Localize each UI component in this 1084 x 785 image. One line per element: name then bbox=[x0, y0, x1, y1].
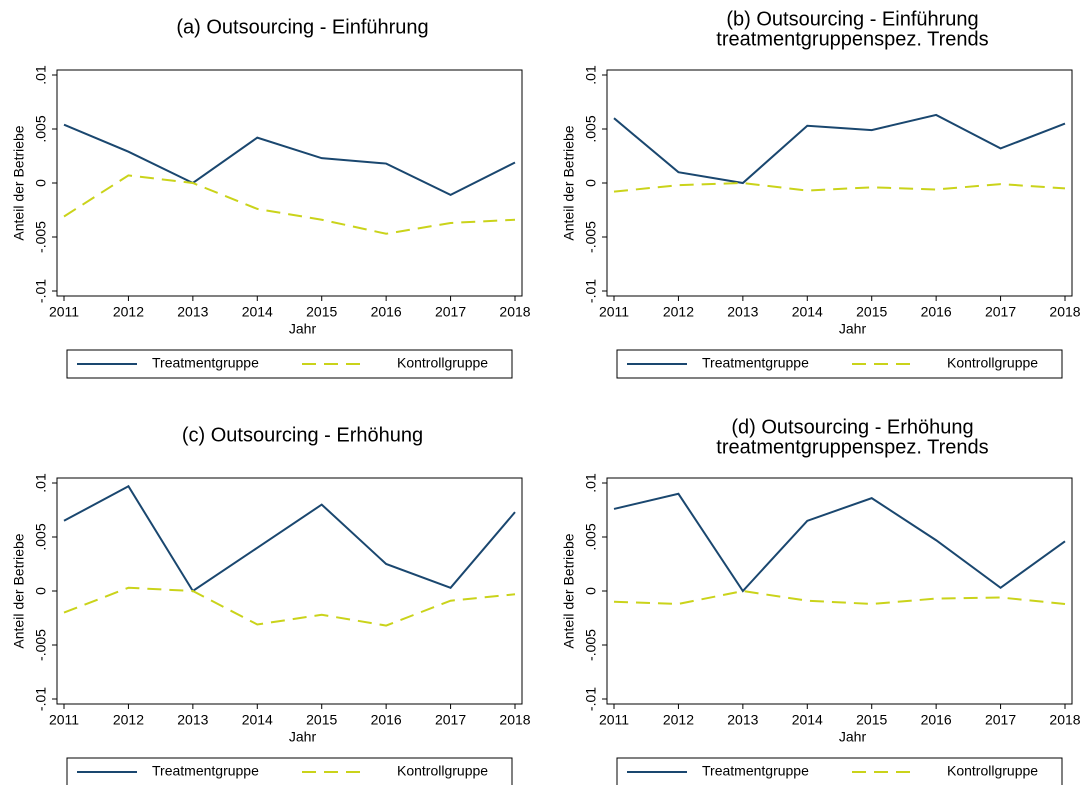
y-tick-label: -.01 bbox=[583, 279, 599, 303]
legend-label: Kontrollgruppe bbox=[397, 763, 488, 779]
x-axis-label: Jahr bbox=[289, 321, 317, 337]
x-tick-label: 2015 bbox=[856, 712, 887, 728]
y-tick-label: .01 bbox=[583, 473, 599, 493]
panel: (c) Outsourcing - Erhöhung -.01 -.005 0 .005… bbox=[11, 424, 531, 785]
y-tick-label: -.01 bbox=[583, 687, 599, 711]
x-tick-label: 2016 bbox=[371, 304, 402, 320]
x-tick-label: 2013 bbox=[727, 712, 758, 728]
panel: (d) Outsourcing - Erhöhungtreatmentgrupp… bbox=[561, 416, 1081, 785]
y-tick-label: 0 bbox=[33, 587, 49, 595]
y-tick-label: .005 bbox=[33, 523, 49, 550]
legend-label: Treatmentgruppe bbox=[702, 355, 809, 371]
x-tick-label: 2017 bbox=[435, 304, 466, 320]
x-tick-label: 2014 bbox=[242, 304, 273, 320]
x-tick-label: 2015 bbox=[306, 304, 337, 320]
series-line bbox=[613, 181, 1066, 193]
x-tick-label: 2013 bbox=[177, 304, 208, 320]
x-tick-label: 2018 bbox=[1049, 712, 1080, 728]
x-tick-label: 2017 bbox=[985, 712, 1016, 728]
x-tick-label: 2016 bbox=[371, 712, 402, 728]
y-tick-label: .005 bbox=[583, 523, 599, 550]
legend-box bbox=[616, 349, 1063, 379]
chart-title: (a) Outsourcing - Einführung bbox=[176, 16, 428, 38]
chart-subtitle: treatmentgruppenspez. Trends bbox=[716, 436, 988, 458]
y-tick-label: 0 bbox=[583, 587, 599, 595]
y-tick-label: .01 bbox=[33, 473, 49, 493]
legend-label: Kontrollgruppe bbox=[397, 355, 488, 371]
y-tick-label: -.005 bbox=[33, 629, 49, 661]
series-line bbox=[63, 586, 516, 627]
x-tick-label: 2017 bbox=[435, 712, 466, 728]
x-tick-label: 2015 bbox=[306, 712, 337, 728]
series-line bbox=[613, 113, 1066, 185]
plot-frame bbox=[606, 69, 1073, 297]
x-tick-label: 2011 bbox=[599, 712, 629, 728]
y-tick-label: .005 bbox=[583, 115, 599, 142]
x-tick-label: 2018 bbox=[499, 304, 530, 320]
legend-box bbox=[66, 349, 513, 379]
x-tick-label: 2011 bbox=[49, 304, 79, 320]
series-line bbox=[613, 492, 1066, 593]
legend-label: Treatmentgruppe bbox=[152, 763, 259, 779]
y-tick-label: 0 bbox=[33, 179, 49, 187]
plot-frame bbox=[606, 477, 1073, 705]
y-tick-label: -.01 bbox=[33, 279, 49, 303]
y-tick-label: -.005 bbox=[583, 221, 599, 253]
series-line bbox=[63, 174, 516, 235]
y-axis-label: Anteil der Betriebe bbox=[561, 125, 577, 240]
x-tick-label: 2013 bbox=[177, 712, 208, 728]
panel: (a) Outsourcing - Einführung -.01 -.005 0 .0… bbox=[11, 16, 531, 379]
x-tick-label: 2014 bbox=[792, 712, 823, 728]
x-tick-label: 2012 bbox=[113, 712, 144, 728]
x-tick-label: 2018 bbox=[1049, 304, 1080, 320]
y-tick-label: -.01 bbox=[33, 687, 49, 711]
chart-title: (b) Outsourcing - Einführung bbox=[726, 8, 978, 30]
x-tick-label: 2014 bbox=[792, 304, 823, 320]
x-tick-label: 2011 bbox=[599, 304, 629, 320]
y-axis-label: Anteil der Betriebe bbox=[561, 533, 577, 648]
legend-label: Kontrollgruppe bbox=[947, 763, 1038, 779]
x-tick-label: 2016 bbox=[921, 712, 952, 728]
series-line bbox=[63, 123, 516, 196]
panel: (b) Outsourcing - Einführungtreatmentgru… bbox=[561, 8, 1081, 379]
y-tick-label: 0 bbox=[583, 179, 599, 187]
plot-frame bbox=[56, 477, 523, 705]
x-tick-label: 2012 bbox=[113, 304, 144, 320]
x-tick-label: 2015 bbox=[856, 304, 887, 320]
legend-box bbox=[616, 757, 1063, 785]
y-tick-label: .01 bbox=[33, 65, 49, 85]
x-tick-label: 2012 bbox=[663, 712, 694, 728]
legend-label: Treatmentgruppe bbox=[152, 355, 259, 371]
x-tick-label: 2018 bbox=[499, 712, 530, 728]
x-tick-label: 2012 bbox=[663, 304, 694, 320]
legend-box bbox=[66, 757, 513, 785]
series-line bbox=[63, 484, 516, 593]
x-tick-label: 2011 bbox=[49, 712, 79, 728]
y-tick-label: -.005 bbox=[583, 629, 599, 661]
x-axis-label: Jahr bbox=[839, 321, 867, 337]
legend-label: Treatmentgruppe bbox=[702, 763, 809, 779]
y-axis-label: Anteil der Betriebe bbox=[11, 533, 27, 648]
chart-title: (d) Outsourcing - Erhöhung bbox=[731, 416, 973, 438]
x-tick-label: 2017 bbox=[985, 304, 1016, 320]
y-tick-label: .005 bbox=[33, 115, 49, 142]
chart-title: (c) Outsourcing - Erhöhung bbox=[182, 424, 423, 446]
y-tick-label: -.005 bbox=[33, 221, 49, 253]
series-line bbox=[613, 589, 1066, 605]
x-axis-label: Jahr bbox=[289, 729, 317, 745]
x-tick-label: 2016 bbox=[921, 304, 952, 320]
y-axis-label: Anteil der Betriebe bbox=[11, 125, 27, 240]
x-tick-label: 2013 bbox=[727, 304, 758, 320]
chart-subtitle: treatmentgruppenspez. Trends bbox=[716, 28, 988, 50]
legend-label: Kontrollgruppe bbox=[947, 355, 1038, 371]
y-tick-label: .01 bbox=[583, 65, 599, 85]
x-axis-label: Jahr bbox=[839, 729, 867, 745]
plot-frame bbox=[56, 69, 523, 297]
x-tick-label: 2014 bbox=[242, 712, 273, 728]
